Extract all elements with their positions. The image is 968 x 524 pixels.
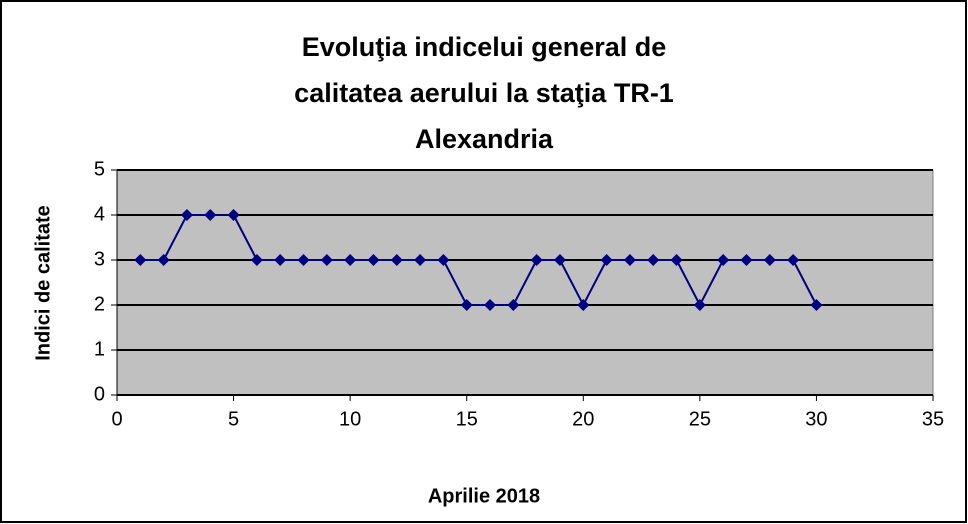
marker	[390, 254, 403, 266]
marker	[740, 254, 753, 266]
y-axis-label: Indici de calitate	[32, 205, 54, 361]
marker	[647, 254, 660, 266]
marker	[787, 254, 800, 266]
marker	[553, 254, 566, 266]
y-tick-label: 3	[94, 248, 105, 270]
marker	[670, 254, 683, 266]
x-tick-label: 0	[111, 408, 122, 430]
marker	[134, 254, 147, 266]
marker	[484, 299, 497, 311]
marker	[530, 254, 543, 266]
marker	[157, 254, 170, 266]
x-axis-label: Aprilie 2018	[428, 485, 540, 507]
y-tick-label: 0	[94, 383, 105, 405]
x-tick-label: 35	[922, 408, 944, 430]
marker	[437, 254, 450, 266]
marker	[180, 209, 193, 221]
chart-title: Evoluţia indicelui general de calitatea …	[294, 32, 674, 154]
x-tick-label: 10	[339, 408, 361, 430]
x-tick-label: 15	[456, 408, 478, 430]
marker	[367, 254, 380, 266]
marker	[717, 254, 730, 266]
marker	[297, 254, 310, 266]
marker	[320, 254, 333, 266]
y-tick-label: 4	[94, 203, 105, 225]
marker	[623, 254, 636, 266]
x-tick-label: 30	[805, 408, 827, 430]
marker	[227, 209, 240, 221]
x-tick-label: 20	[572, 408, 594, 430]
marker	[414, 254, 427, 266]
marker	[344, 254, 357, 266]
x-tick-label: 25	[689, 408, 711, 430]
marker	[250, 254, 263, 266]
marker	[763, 254, 776, 266]
x-tick-label: 5	[228, 408, 239, 430]
marker	[204, 209, 217, 221]
marker	[274, 254, 287, 266]
y-tick-label: 2	[94, 293, 105, 315]
marker	[810, 299, 823, 311]
marker	[693, 299, 706, 311]
y-tick-label: 1	[94, 338, 105, 360]
marker	[507, 299, 520, 311]
marker	[577, 299, 590, 311]
series-line	[140, 214, 818, 308]
marker	[460, 299, 473, 311]
y-tick-label: 5	[94, 158, 105, 180]
marker	[600, 254, 613, 266]
